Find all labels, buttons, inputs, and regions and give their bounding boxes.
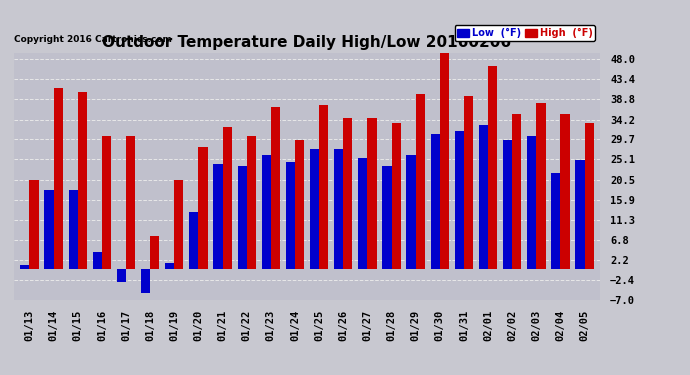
Bar: [440, 53, 449, 269]
Bar: [175, 180, 184, 269]
Bar: [488, 66, 497, 269]
Bar: [271, 107, 280, 269]
Bar: [68, 190, 78, 269]
Bar: [343, 118, 353, 269]
Bar: [512, 114, 522, 269]
Bar: [575, 160, 584, 269]
Bar: [358, 158, 367, 269]
Bar: [199, 147, 208, 269]
Bar: [551, 173, 560, 269]
Bar: [165, 263, 175, 269]
Bar: [92, 252, 102, 269]
Bar: [117, 269, 126, 282]
Bar: [213, 164, 223, 269]
Bar: [286, 162, 295, 269]
Title: Outdoor Temperature Daily High/Low 20160206: Outdoor Temperature Daily High/Low 20160…: [103, 35, 511, 50]
Bar: [464, 96, 473, 269]
Bar: [310, 149, 319, 269]
Bar: [367, 118, 377, 269]
Bar: [295, 140, 304, 269]
Bar: [262, 156, 271, 269]
Bar: [237, 166, 247, 269]
Bar: [126, 136, 135, 269]
Bar: [189, 212, 199, 269]
Bar: [223, 127, 232, 269]
Bar: [20, 265, 30, 269]
Bar: [536, 103, 546, 269]
Bar: [334, 149, 343, 269]
Bar: [247, 136, 256, 269]
Bar: [560, 114, 570, 269]
Text: Copyright 2016 Cartronics.com: Copyright 2016 Cartronics.com: [14, 35, 172, 44]
Bar: [479, 125, 488, 269]
Bar: [319, 105, 328, 269]
Bar: [527, 136, 536, 269]
Bar: [431, 134, 440, 269]
Legend: Low  (°F), High  (°F): Low (°F), High (°F): [455, 25, 595, 41]
Bar: [503, 140, 512, 269]
Bar: [455, 131, 464, 269]
Bar: [44, 190, 54, 269]
Bar: [102, 136, 111, 269]
Bar: [391, 123, 401, 269]
Bar: [406, 156, 415, 269]
Bar: [30, 180, 39, 269]
Bar: [78, 92, 87, 269]
Bar: [150, 237, 159, 269]
Bar: [415, 94, 425, 269]
Bar: [382, 166, 391, 269]
Bar: [584, 123, 594, 269]
Bar: [141, 269, 150, 293]
Bar: [54, 87, 63, 269]
